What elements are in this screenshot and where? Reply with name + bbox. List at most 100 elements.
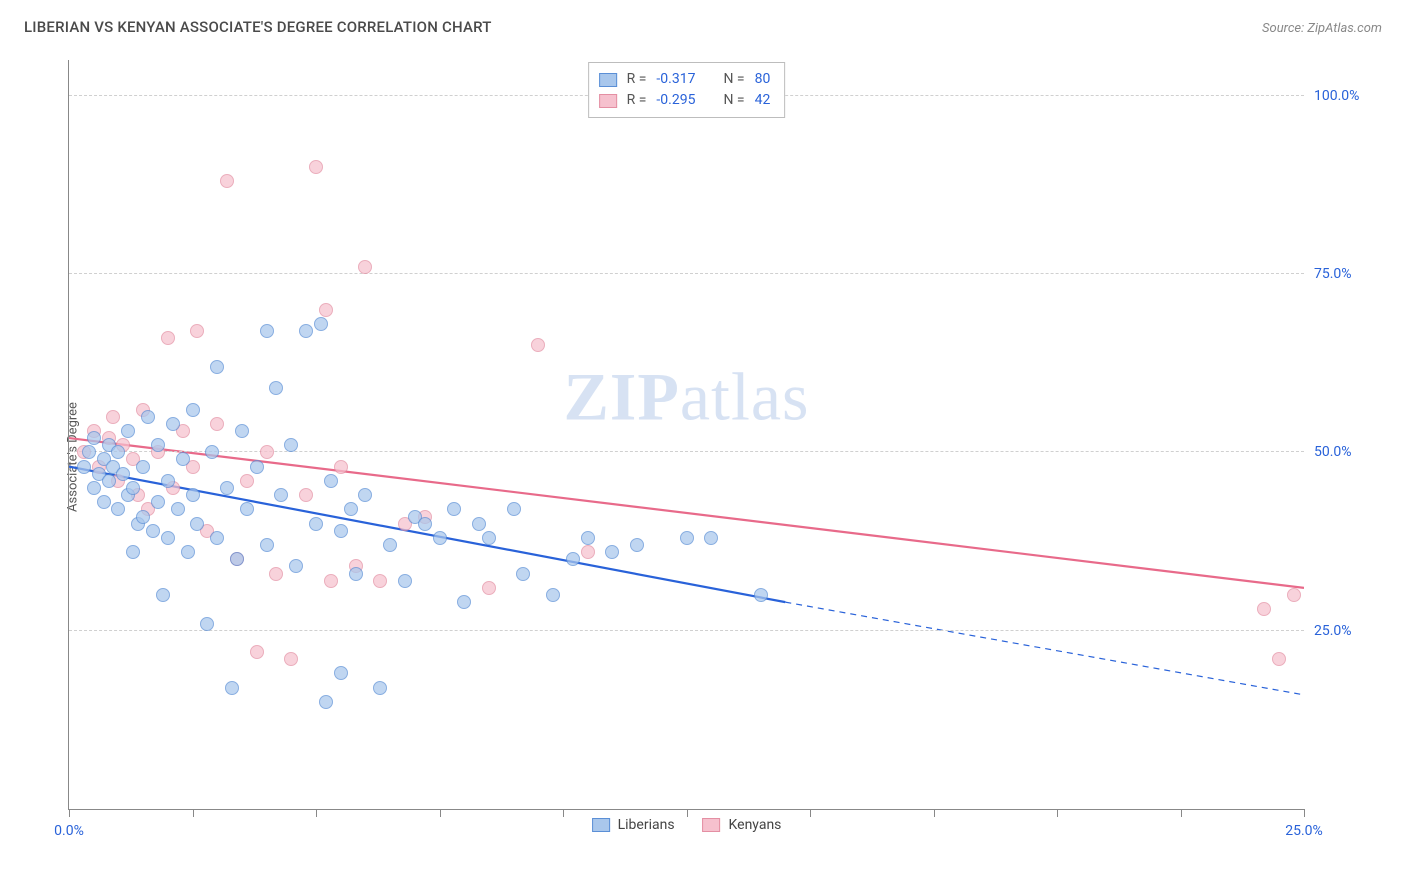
x-tick	[69, 809, 70, 817]
trend-line	[785, 602, 1304, 695]
scatter-point-liberians	[358, 488, 372, 502]
scatter-point-liberians	[418, 517, 432, 531]
grid-line	[69, 273, 1304, 274]
scatter-point-liberians	[166, 417, 180, 431]
x-tick-label: 0.0%	[54, 823, 84, 839]
scatter-point-liberians	[111, 502, 125, 516]
scatter-point-liberians	[309, 517, 323, 531]
scatter-point-liberians	[151, 438, 165, 452]
chart-container: Associate's Degree ZIPatlas R = -0.317 N…	[24, 52, 1382, 862]
scatter-point-liberians	[161, 474, 175, 488]
scatter-point-liberians	[566, 552, 580, 566]
scatter-point-liberians	[260, 538, 274, 552]
legend-row-1: R = -0.317 N = 80	[599, 69, 771, 90]
y-tick-label: 25.0%	[1314, 623, 1352, 639]
scatter-point-liberians	[680, 531, 694, 545]
chart-title: LIBERIAN VS KENYAN ASSOCIATE'S DEGREE CO…	[24, 18, 492, 36]
legend-swatch-series2	[703, 818, 721, 832]
scatter-point-liberians	[235, 424, 249, 438]
legend-swatch-series1	[599, 73, 617, 87]
legend-label-2: Kenyans	[729, 817, 782, 833]
x-tick	[1057, 809, 1058, 817]
scatter-point-kenyans	[220, 174, 234, 188]
n-value-2: 42	[755, 90, 771, 111]
scatter-point-liberians	[482, 531, 496, 545]
scatter-point-liberians	[136, 460, 150, 474]
r-label: R =	[627, 69, 647, 90]
scatter-point-kenyans	[482, 581, 496, 595]
n-label: N =	[723, 69, 744, 90]
scatter-point-kenyans	[358, 260, 372, 274]
scatter-point-liberians	[111, 445, 125, 459]
scatter-point-kenyans	[319, 303, 333, 317]
scatter-point-liberians	[116, 467, 130, 481]
r-value-2: -0.295	[656, 90, 695, 111]
scatter-point-liberians	[704, 531, 718, 545]
scatter-point-liberians	[344, 502, 358, 516]
scatter-point-liberians	[630, 538, 644, 552]
scatter-point-kenyans	[1257, 602, 1271, 616]
x-tick	[440, 809, 441, 817]
x-tick	[934, 809, 935, 817]
grid-line	[69, 451, 1304, 452]
scatter-point-liberians	[156, 588, 170, 602]
scatter-point-liberians	[210, 531, 224, 545]
scatter-point-liberians	[250, 460, 264, 474]
r-value-1: -0.317	[656, 69, 695, 90]
scatter-point-liberians	[136, 510, 150, 524]
legend-swatch-series1	[592, 818, 610, 832]
x-tick	[563, 809, 564, 817]
scatter-point-kenyans	[1287, 588, 1301, 602]
scatter-point-kenyans	[269, 567, 283, 581]
scatter-point-kenyans	[299, 488, 313, 502]
scatter-point-liberians	[210, 360, 224, 374]
scatter-point-liberians	[146, 524, 160, 538]
watermark: ZIPatlas	[564, 358, 810, 437]
scatter-point-liberians	[299, 324, 313, 338]
scatter-point-liberians	[126, 545, 140, 559]
y-tick-label: 50.0%	[1314, 444, 1352, 460]
scatter-point-liberians	[754, 588, 768, 602]
scatter-point-liberians	[161, 531, 175, 545]
x-tick	[193, 809, 194, 817]
scatter-point-liberians	[181, 545, 195, 559]
scatter-point-liberians	[176, 452, 190, 466]
grid-line	[69, 630, 1304, 631]
scatter-point-liberians	[220, 481, 234, 495]
scatter-point-kenyans	[324, 574, 338, 588]
x-tick	[687, 809, 688, 817]
x-tick	[316, 809, 317, 817]
scatter-point-liberians	[87, 431, 101, 445]
scatter-point-liberians	[334, 524, 348, 538]
scatter-point-liberians	[151, 495, 165, 509]
x-tick	[1181, 809, 1182, 817]
legend-stats-box: R = -0.317 N = 80 R = -0.295 N = 42	[588, 62, 786, 118]
watermark-bold: ZIP	[564, 359, 680, 435]
scatter-point-liberians	[324, 474, 338, 488]
scatter-point-liberians	[516, 567, 530, 581]
scatter-point-liberians	[240, 502, 254, 516]
scatter-point-liberians	[319, 695, 333, 709]
scatter-point-liberians	[546, 588, 560, 602]
scatter-point-liberians	[230, 552, 244, 566]
scatter-point-liberians	[274, 488, 288, 502]
scatter-point-liberians	[447, 502, 461, 516]
legend-label-1: Liberians	[618, 817, 675, 833]
scatter-point-liberians	[383, 538, 397, 552]
scatter-point-liberians	[269, 381, 283, 395]
scatter-point-liberians	[472, 517, 486, 531]
scatter-point-kenyans	[1272, 652, 1286, 666]
scatter-point-liberians	[200, 617, 214, 631]
scatter-point-liberians	[121, 424, 135, 438]
scatter-point-liberians	[260, 324, 274, 338]
scatter-point-liberians	[186, 403, 200, 417]
scatter-point-liberians	[349, 567, 363, 581]
r-label: R =	[627, 90, 647, 111]
scatter-point-kenyans	[161, 331, 175, 345]
scatter-point-liberians	[141, 410, 155, 424]
scatter-point-liberians	[82, 445, 96, 459]
scatter-point-kenyans	[581, 545, 595, 559]
scatter-point-kenyans	[260, 445, 274, 459]
scatter-point-liberians	[102, 474, 116, 488]
y-tick-label: 100.0%	[1314, 88, 1359, 104]
